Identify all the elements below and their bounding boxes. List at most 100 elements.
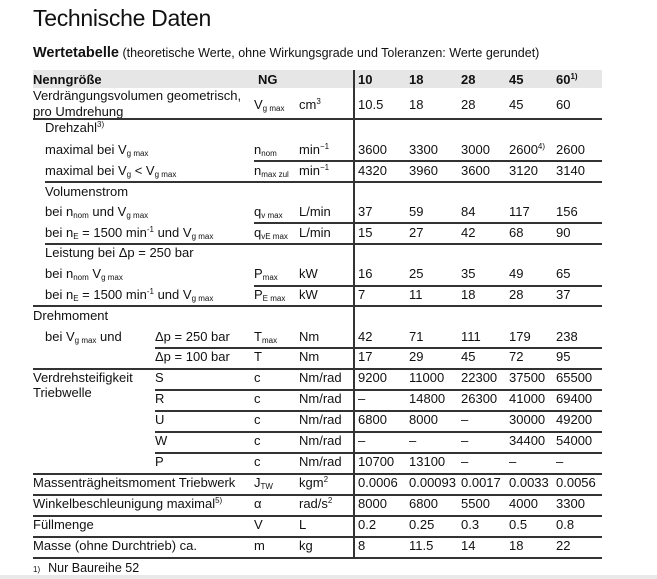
row-divider [45,181,602,183]
row-divider [33,536,602,538]
value-ng-28: 18 [461,287,476,302]
row-symbol: JTW [254,475,273,491]
row-divider [155,431,602,433]
value-ng-60: – [556,454,564,469]
value-ng-45: 37500 [509,370,546,385]
row-label: Füllmenge [33,517,94,532]
value-ng-10: 3600 [358,142,387,157]
row-unit: Nm/rad [299,454,342,469]
value-ng-28: 28 [461,97,476,112]
row-divider [155,389,602,391]
value-ng-45: 34400 [509,433,546,448]
value-ng-18: 71 [409,329,424,344]
row-label-continued: Triebwelle [33,385,92,400]
row-unit: cm3 [299,97,321,112]
row-condition: Δp = 100 bar [155,349,230,364]
value-ng-10: 15 [358,225,373,240]
row-condition: R [155,391,165,406]
row-label: bei nnom und Vg max [45,204,149,220]
row-label: bei nE = 1500 min-1 und Vg max [45,225,214,241]
row-divider [155,347,602,349]
value-ng-10: 0.0006 [358,475,398,490]
row-symbol: c [254,370,261,385]
row-divider [33,305,602,307]
row-symbol: nmax zul [254,163,289,179]
bottom-bar [0,575,657,579]
row-unit: Nm [299,349,320,364]
value-ng-18: 3960 [409,163,438,178]
row-unit: L/min [299,204,331,219]
value-ng-45: 117 [509,204,530,219]
value-ng-10: 37 [358,204,373,219]
value-ng-10: 9200 [358,370,387,385]
value-ng-60: 238 [556,329,578,344]
header-size-28: 28 [461,72,476,87]
row-unit: min−1 [299,142,330,157]
row-unit: kgm2 [299,475,329,490]
row-divider [254,160,602,162]
row-condition: U [155,412,165,427]
row-label: maximal bei Vg < Vg max [45,163,177,179]
value-ng-60: 54000 [556,433,593,448]
row-divider [33,473,602,475]
value-ng-10: 10.5 [358,97,384,112]
row-divider [33,118,602,120]
value-ng-60: 156 [556,204,578,219]
value-ng-45: – [509,454,517,469]
value-ng-18: 11.5 [409,538,434,553]
row-symbol: Pmax [254,266,278,282]
row-unit: L/min [299,225,331,240]
value-ng-60: 49200 [556,412,593,427]
row-condition: S [155,370,164,385]
value-ng-60: 65500 [556,370,593,385]
value-ng-18: 25 [409,266,424,281]
value-ng-45: 18 [509,538,524,553]
value-ng-45: 45 [509,97,524,112]
value-ng-18: 27 [409,225,424,240]
row-label: maximal bei Vg max [45,142,149,158]
value-ng-18: 11000 [409,370,445,385]
header-size-10: 10 [358,72,373,87]
value-ng-60: 90 [556,225,571,240]
value-ng-28: 26300 [461,391,498,406]
value-ng-10: 4320 [358,163,387,178]
value-ng-28: – [461,433,469,448]
value-ng-45: 30000 [509,412,546,427]
value-ng-28: 45 [461,349,476,364]
value-ng-10: – [358,391,366,406]
row-label: Volumenstrom [45,184,129,199]
value-ng-45: 26004) [509,142,546,157]
row-label: Leistung bei Δp = 250 bar [45,245,194,260]
value-ng-28: 42 [461,225,476,240]
value-ng-28: 3000 [461,142,490,157]
value-ng-28: 5500 [461,496,490,511]
row-divider [33,557,602,559]
value-ng-60: 37 [556,287,571,302]
value-ng-60: 0.8 [556,517,575,532]
row-label: Winkelbeschleunigung maximal5) [33,496,223,511]
value-ng-60: 0.0056 [556,475,596,490]
table-caption: Wertetabelle (theoretische Werte, ohne W… [33,45,539,61]
row-symbol: c [254,454,261,469]
row-divider [45,243,602,245]
row-unit: Nm/rad [299,433,342,448]
value-ng-10: 16 [358,266,373,281]
value-ng-10: 17 [358,349,373,364]
value-ng-10: 6800 [358,412,387,427]
table-header-background [33,70,602,88]
value-ng-45: 179 [509,329,531,344]
value-ng-18: 29 [409,349,424,364]
value-ng-18: 18 [409,97,424,112]
value-ng-60: 2600 [556,142,585,157]
header-size-18: 18 [409,72,424,87]
header-nenngroesse: Nenngröße [33,72,102,87]
row-divider [33,368,602,370]
table-title: Wertetabelle [33,45,119,61]
footnote-mark: 1) [33,565,41,574]
value-ng-60: 60 [556,97,571,112]
row-label: Massenträgheitsmoment Triebwerk [33,475,236,490]
table-caption-note: (theoretische Werte, ohne Wirkungsgrade … [118,46,540,60]
row-unit: kW [299,266,318,281]
row-divider [254,222,602,224]
value-ng-45: 3120 [509,163,538,178]
